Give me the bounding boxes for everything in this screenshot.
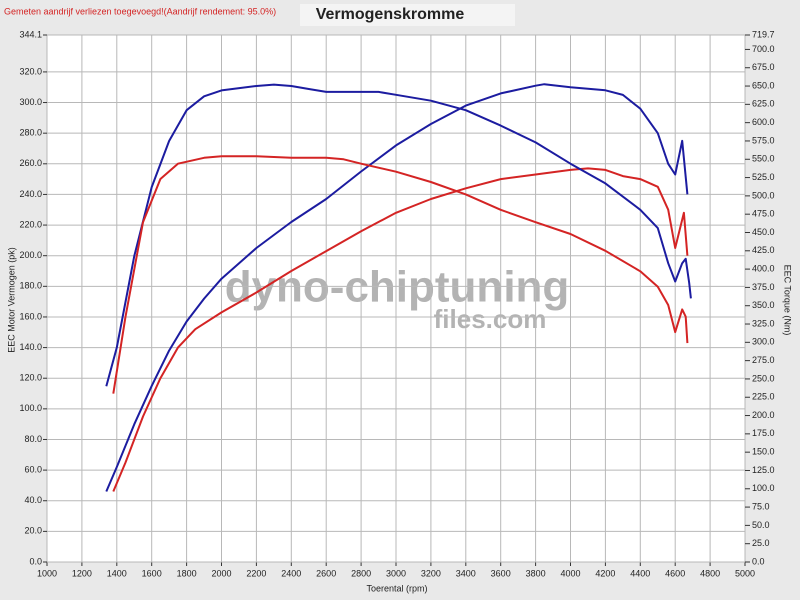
x-tick-label: 2200 — [246, 568, 266, 578]
x-tick-label: 5000 — [735, 568, 755, 578]
x-tick-label: 2800 — [351, 568, 371, 578]
x-tick-label: 2000 — [211, 568, 231, 578]
y-tick-label: 140.0 — [19, 342, 42, 352]
x-tick-label: 1400 — [107, 568, 127, 578]
y2-tick-label: 375.0 — [752, 282, 775, 292]
y2-tick-label: 500.0 — [752, 190, 775, 200]
x-tick-label: 1200 — [72, 568, 92, 578]
y-tick-label: 200.0 — [19, 250, 42, 260]
x-tick-label: 4600 — [665, 568, 685, 578]
x-tick-label: 4000 — [560, 568, 580, 578]
note: Gemeten aandrijf verliezen toegevoegd!(A… — [4, 6, 276, 16]
x-tick-label: 4800 — [700, 568, 720, 578]
y2-tick-label: 300.0 — [752, 337, 775, 347]
y2-tick-label: 25.0 — [752, 538, 770, 548]
y2-tick-label: 0.0 — [752, 556, 765, 566]
x-tick-label: 4400 — [630, 568, 650, 578]
watermark: dyno-chiptuning — [225, 263, 570, 312]
y-tick-label: 40.0 — [24, 495, 42, 505]
y2-tick-label: 525.0 — [752, 172, 775, 182]
y-tick-label: 344.1 — [19, 29, 42, 39]
y2-tick-label: 650.0 — [752, 80, 775, 90]
y-tick-label: 20.0 — [24, 526, 42, 536]
x-tick-label: 3000 — [386, 568, 406, 578]
y2-tick-label: 450.0 — [752, 227, 775, 237]
y2-tick-label: 275.0 — [752, 355, 775, 365]
y2-tick-label: 675.0 — [752, 62, 775, 72]
x-tick-label: 1800 — [177, 568, 197, 578]
y-tick-label: 60.0 — [24, 464, 42, 474]
y2-tick-label: 100.0 — [752, 483, 775, 493]
y-tick-label: 0.0 — [29, 556, 42, 566]
y2-tick-label: 125.0 — [752, 465, 775, 475]
y-tick-label: 260.0 — [19, 158, 42, 168]
x-tick-label: 4200 — [595, 568, 615, 578]
y-tick-label: 80.0 — [24, 434, 42, 444]
y-axis-label: EEC Motor Vermogen (pk) — [6, 247, 16, 353]
y-tick-label: 240.0 — [19, 189, 42, 199]
y-tick-label: 180.0 — [19, 281, 42, 291]
y2-tick-label: 75.0 — [752, 501, 770, 511]
y-tick-label: 120.0 — [19, 373, 42, 383]
y2-tick-label: 550.0 — [752, 154, 775, 164]
series-line — [105, 83, 689, 492]
y2-tick-label: 625.0 — [752, 99, 775, 109]
x-tick-label: 2400 — [281, 568, 301, 578]
x-tick-label: 3200 — [421, 568, 441, 578]
y2-tick-label: 50.0 — [752, 520, 770, 530]
series-line — [112, 155, 689, 394]
y2-tick-label: 350.0 — [752, 300, 775, 310]
y2-tick-label: 425.0 — [752, 245, 775, 255]
x-tick-label: 1600 — [142, 568, 162, 578]
y2-tick-label: 325.0 — [752, 318, 775, 328]
x-axis-label: Toerental (rpm) — [366, 583, 427, 593]
y2-tick-label: 150.0 — [752, 447, 775, 457]
y2-tick-label: 250.0 — [752, 373, 775, 383]
chart-title: Vermogenskromme — [316, 6, 465, 23]
x-tick-label: 3600 — [491, 568, 511, 578]
y2-tick-label: 175.0 — [752, 428, 775, 438]
y-tick-label: 280.0 — [19, 128, 42, 138]
series-line — [105, 83, 692, 387]
x-tick-label: 3400 — [456, 568, 476, 578]
y2-tick-label: 475.0 — [752, 209, 775, 219]
y-tick-label: 100.0 — [19, 403, 42, 413]
y2-tick-label: 719.7 — [752, 29, 775, 39]
series-line — [112, 167, 689, 492]
y2-tick-label: 700.0 — [752, 44, 775, 54]
watermark: files.com — [434, 304, 547, 334]
y2-tick-label: 400.0 — [752, 263, 775, 273]
y-tick-label: 160.0 — [19, 311, 42, 321]
y2-axis-label: EEC Torque (Nm) — [783, 265, 793, 336]
y2-tick-label: 600.0 — [752, 117, 775, 127]
x-tick-label: 2600 — [316, 568, 336, 578]
y-tick-label: 320.0 — [19, 66, 42, 76]
y2-tick-label: 575.0 — [752, 135, 775, 145]
y2-tick-label: 200.0 — [752, 410, 775, 420]
y-tick-label: 220.0 — [19, 219, 42, 229]
x-tick-label: 1000 — [37, 568, 57, 578]
y-tick-label: 300.0 — [19, 97, 42, 107]
title-box — [300, 4, 515, 26]
x-tick-label: 3800 — [526, 568, 546, 578]
y2-tick-label: 225.0 — [752, 392, 775, 402]
